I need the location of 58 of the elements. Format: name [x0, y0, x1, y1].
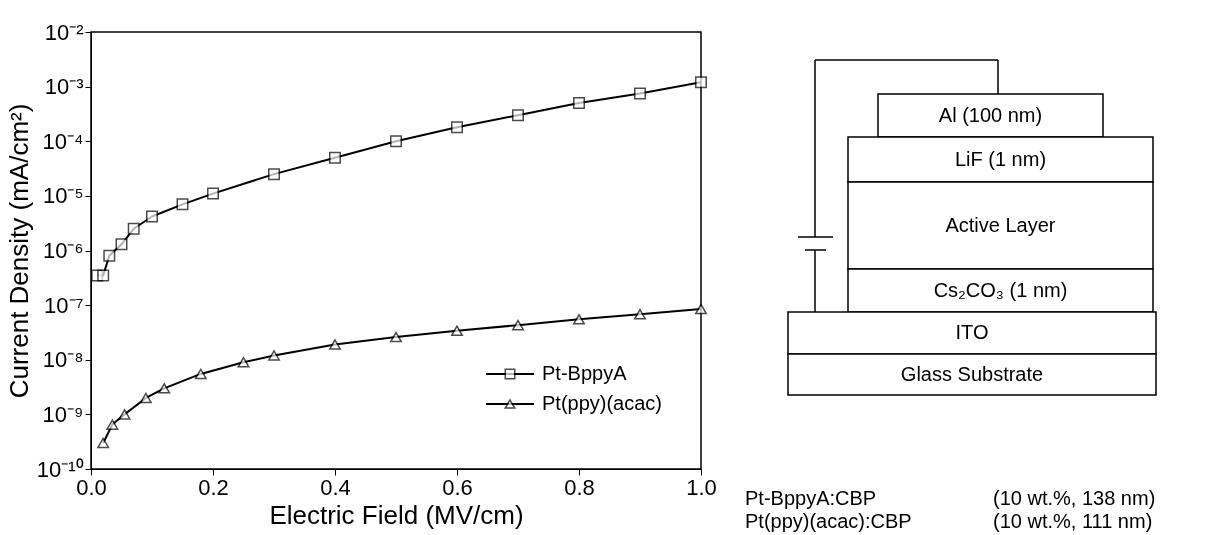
point	[97, 437, 110, 449]
text: LiF (1 nm)	[954, 147, 1047, 170]
point	[194, 368, 207, 380]
point	[634, 87, 646, 100]
point	[268, 168, 280, 181]
x-tick-label: 0.2	[198, 474, 229, 500]
text: Pt-BppyA:CBP	[745, 487, 877, 509]
text: Cs₂CO₃ (1 nm)	[933, 278, 1068, 301]
point	[390, 331, 402, 343]
text: Active Layer	[945, 213, 1056, 236]
text: Al (100 nm)	[938, 103, 1043, 126]
point	[512, 319, 524, 331]
point	[329, 339, 341, 350]
point	[695, 76, 707, 89]
x-tick-label: 0.8	[564, 474, 595, 500]
y-tick-label: 10⁻⁸	[42, 347, 84, 373]
point	[512, 109, 524, 122]
legend-label: Pt(ppy)(acac)	[542, 392, 663, 414]
point	[573, 314, 585, 325]
y-tick-label: 10⁻⁶	[42, 238, 84, 263]
point	[106, 419, 119, 430]
point	[146, 210, 158, 223]
y-tick-label: 10⁻²	[44, 19, 84, 45]
point	[158, 383, 171, 394]
point	[97, 269, 110, 282]
text: (10 wt.%, 111 nm)	[993, 510, 1153, 532]
x-tick-label: 0.6	[442, 474, 473, 500]
text: ITO	[955, 321, 989, 343]
x-tick-label: 0.4	[320, 474, 351, 500]
point	[329, 151, 341, 164]
point	[573, 97, 585, 110]
text: Glass Substrate	[900, 362, 1044, 385]
point	[237, 356, 250, 368]
point	[451, 121, 463, 134]
point	[695, 303, 707, 315]
x-axis-title: Electric Field (MV/cm)	[269, 499, 524, 530]
x-tick-label: 0.0	[76, 474, 107, 500]
point	[207, 187, 219, 200]
y-tick-label: 10⁻⁵	[42, 183, 84, 209]
point	[103, 249, 116, 262]
y-tick-label: 10⁻⁹	[42, 401, 84, 427]
point	[451, 325, 463, 337]
legend-label: Pt-BppyA	[542, 362, 628, 384]
y-axis-title: Current Density (mA/cm²)	[3, 103, 34, 399]
point	[176, 198, 189, 211]
point	[115, 238, 128, 251]
point	[390, 135, 402, 148]
y-tick-label: 10⁻⁷	[44, 292, 84, 318]
y-tick-label: 10⁻³	[44, 74, 84, 100]
point	[139, 392, 152, 404]
y-tick-label: 10⁻⁴	[42, 128, 84, 154]
point	[634, 308, 646, 320]
point	[268, 350, 280, 361]
point	[118, 409, 131, 420]
text: Pt(ppy)(acac):CBP	[745, 510, 912, 532]
point	[127, 222, 140, 235]
text: (10 wt.%, 138 nm)	[993, 487, 1156, 509]
x-tick-label: 1.0	[686, 474, 717, 500]
